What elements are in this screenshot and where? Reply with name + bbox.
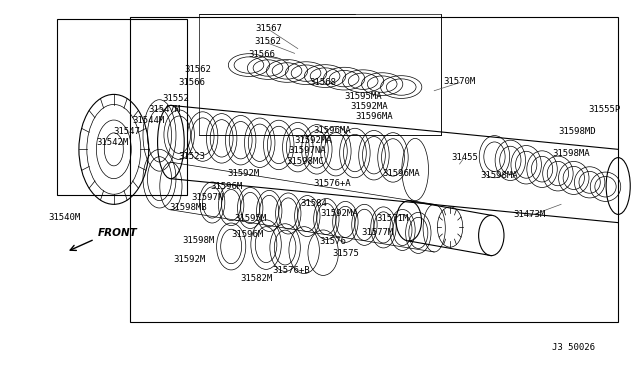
Text: 31523: 31523 [179,152,205,161]
Text: 31566: 31566 [179,78,205,87]
Text: 31596M: 31596M [232,230,264,239]
Text: 31582M: 31582M [241,274,273,283]
Text: 31592MA: 31592MA [294,136,332,145]
Bar [200,14,440,135]
Text: 31570M: 31570M [444,77,476,86]
Text: 31595MA: 31595MA [344,92,381,101]
Text: 31555P: 31555P [588,105,621,113]
Text: 31576+B: 31576+B [273,266,310,275]
Text: 31562: 31562 [255,38,282,46]
Text: 31552: 31552 [162,93,189,103]
Text: 31571M: 31571M [377,215,409,224]
Text: 31598MB: 31598MB [170,203,207,212]
Text: 31596MA: 31596MA [382,169,420,178]
Text: 31568: 31568 [309,78,336,87]
Text: 31596MA: 31596MA [355,112,392,121]
Text: 31576: 31576 [319,237,346,246]
Text: 31542M: 31542M [97,138,129,147]
Text: 31547M: 31547M [148,105,180,113]
Text: 31598MD: 31598MD [559,127,596,136]
Text: 31592MA: 31592MA [320,209,358,218]
Text: 31577M: 31577M [361,228,393,237]
Text: 31544M: 31544M [132,116,165,125]
Text: 31592MA: 31592MA [351,102,388,111]
Text: 31566: 31566 [248,50,275,59]
Text: 31596MA: 31596MA [314,126,351,135]
Text: 31473M: 31473M [513,210,545,219]
Bar [57,19,187,195]
Text: 31598MA: 31598MA [553,148,591,157]
Text: 31547: 31547 [114,127,141,136]
Text: FRONT: FRONT [98,228,138,238]
Text: 31596M: 31596M [210,182,242,190]
Text: 31597NA: 31597NA [288,146,326,155]
Text: 31592M: 31592M [228,169,260,178]
Text: 31455: 31455 [451,153,478,162]
Text: 31540M: 31540M [49,213,81,222]
Text: 31575: 31575 [332,249,359,258]
Text: 31567: 31567 [256,24,283,33]
Text: 31592M: 31592M [174,255,206,264]
Bar [130,17,618,321]
Text: 31597N: 31597N [191,193,224,202]
Text: 31562: 31562 [184,65,211,74]
Text: 31598M: 31598M [182,236,214,245]
Text: 31598MA: 31598MA [480,170,518,180]
Text: 31584: 31584 [300,199,327,208]
Text: J3 50026: J3 50026 [552,343,595,352]
Text: 31576+A: 31576+A [314,179,351,187]
Text: 31598MC: 31598MC [286,157,324,166]
Text: 31595M: 31595M [234,215,266,224]
